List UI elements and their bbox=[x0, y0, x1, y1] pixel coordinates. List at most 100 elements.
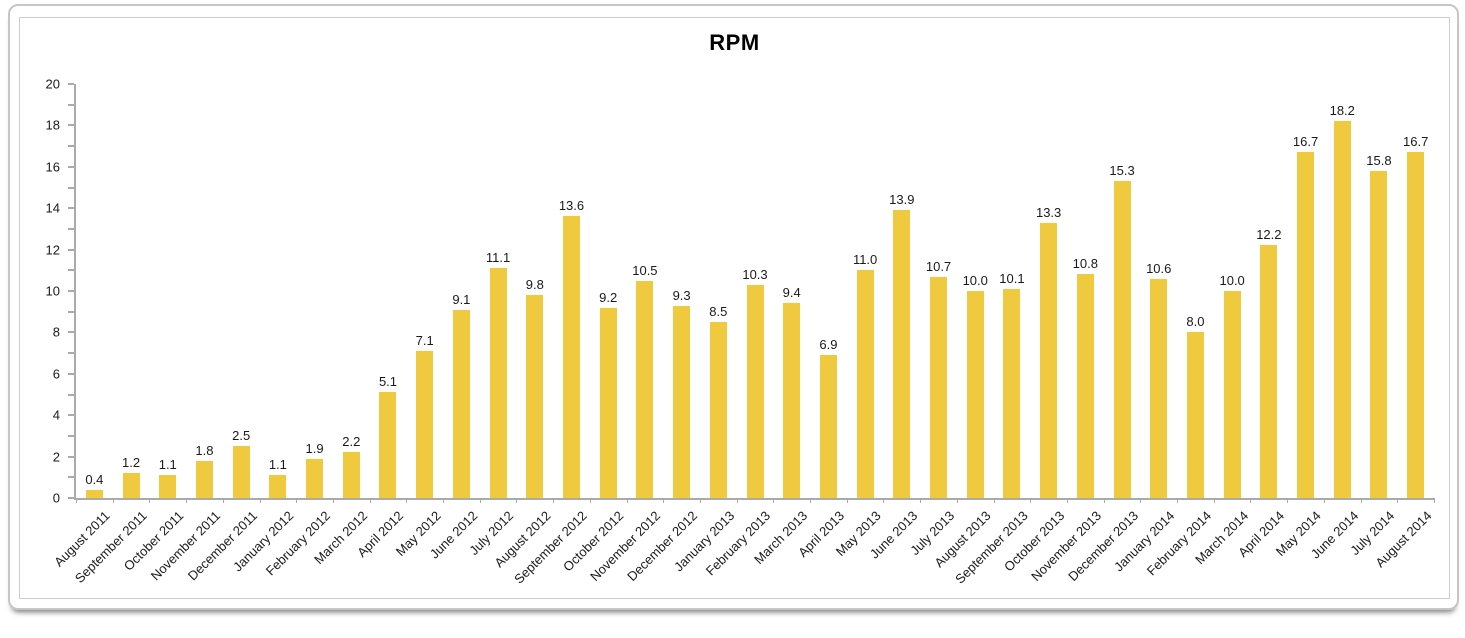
bar-slot: 10.8 November 2013 bbox=[1028, 84, 1104, 584]
bar bbox=[562, 216, 580, 498]
bar bbox=[1297, 152, 1315, 498]
bar-slot: 13.3 October 2013 bbox=[1001, 84, 1067, 575]
y-tick-label: 2 bbox=[52, 449, 60, 465]
chart-frame: RPM 0 2 4 6 8 10 12 14 16 18 20 0.4 August 2011 1.2 S… bbox=[19, 17, 1450, 599]
bar-value-label: 9.2 bbox=[599, 289, 618, 305]
bar-value-label: 8.0 bbox=[1186, 314, 1205, 330]
bar-value-label: 10.5 bbox=[632, 262, 658, 278]
y-tick bbox=[68, 227, 74, 230]
bar bbox=[379, 392, 397, 498]
bar-value-label: 1.1 bbox=[158, 457, 177, 473]
bar-slot: 9.2 October 2012 bbox=[560, 84, 626, 575]
y-tick bbox=[68, 372, 74, 375]
y-tick bbox=[68, 103, 74, 106]
bar-slot: 10.7 July 2013 bbox=[907, 84, 957, 558]
x-tick bbox=[1323, 498, 1325, 503]
bar-value-label: 13.6 bbox=[558, 198, 585, 214]
bar bbox=[1407, 152, 1425, 498]
bar bbox=[452, 309, 470, 498]
x-tick bbox=[1103, 498, 1105, 503]
chart-card: RPM 0 2 4 6 8 10 12 14 16 18 20 0.4 August 2011 1.2 S… bbox=[8, 4, 1459, 610]
bar-value-label: 15.3 bbox=[1109, 163, 1135, 179]
x-tick bbox=[1066, 498, 1068, 503]
plot-area: 0.4 August 2011 1.2 September 2011 1.1 Octobe… bbox=[51, 84, 1435, 587]
x-tick bbox=[369, 498, 371, 503]
y-tick-label: 6 bbox=[52, 366, 60, 382]
y-tick bbox=[68, 331, 74, 334]
bar bbox=[269, 475, 287, 498]
y-tick bbox=[68, 476, 74, 479]
x-tick bbox=[1360, 498, 1362, 503]
x-tick bbox=[443, 498, 445, 503]
x-tick bbox=[773, 498, 775, 503]
bar-value-label: 12.2 bbox=[1256, 227, 1282, 243]
bar-slot: 2.2 March 2012 bbox=[311, 84, 370, 567]
bar-slot: 10.5 November 2012 bbox=[587, 84, 663, 584]
bar-value-label: 18.2 bbox=[1329, 103, 1355, 119]
bar-value-label: 9.4 bbox=[782, 285, 801, 301]
bar-slot: 16.7 May 2014 bbox=[1273, 84, 1324, 559]
bar-slot: 0.4 August 2011 bbox=[51, 84, 113, 570]
y-tick bbox=[68, 145, 74, 148]
x-tick bbox=[1397, 498, 1399, 503]
bar bbox=[526, 295, 544, 498]
bar-slot: 1.8 November 2011 bbox=[148, 84, 223, 584]
x-tick bbox=[846, 498, 848, 503]
x-tick bbox=[112, 498, 114, 503]
bar-slot: 9.8 August 2012 bbox=[491, 84, 553, 570]
bar-value-label: 10.6 bbox=[1146, 260, 1172, 276]
y-tick bbox=[68, 83, 74, 85]
bar-value-label: 13.9 bbox=[889, 192, 915, 208]
bar-value-label: 8.5 bbox=[709, 304, 728, 320]
bar bbox=[416, 351, 434, 498]
bar-value-label: 9.3 bbox=[672, 287, 691, 303]
x-tick bbox=[406, 498, 408, 503]
bar bbox=[195, 460, 213, 498]
bar bbox=[599, 307, 617, 498]
bar-slot: 11.0 May 2013 bbox=[833, 84, 884, 559]
bar-value-label: 2.5 bbox=[232, 428, 251, 444]
x-tick bbox=[589, 498, 591, 503]
x-tick bbox=[1250, 498, 1252, 503]
bar bbox=[673, 305, 691, 498]
x-tick bbox=[259, 498, 261, 503]
x-tick bbox=[956, 498, 958, 503]
bar-slot: 1.9 February 2012 bbox=[263, 84, 333, 579]
x-tick bbox=[883, 498, 885, 503]
x-tick bbox=[1140, 498, 1142, 503]
bar-value-label: 1.2 bbox=[122, 455, 141, 471]
y-tick bbox=[68, 290, 74, 292]
x-tick bbox=[516, 498, 518, 503]
y-tick bbox=[68, 393, 74, 396]
bar bbox=[232, 446, 250, 498]
bar-slot: 6.9 April 2013 bbox=[795, 84, 847, 560]
bar-value-label: 16.7 bbox=[1292, 134, 1319, 150]
y-tick bbox=[68, 434, 74, 437]
bar-slot: 10.3 February 2013 bbox=[703, 84, 773, 579]
bar-value-label: 13.3 bbox=[1035, 204, 1062, 220]
bar-value-label: 10.0 bbox=[962, 273, 988, 288]
bar bbox=[746, 284, 764, 498]
x-tick bbox=[1287, 498, 1289, 503]
x-tick bbox=[222, 498, 224, 503]
y-tick-label: 10 bbox=[45, 283, 60, 299]
bar-value-label: 10.1 bbox=[999, 270, 1025, 286]
bar-value-label: 11.0 bbox=[852, 252, 878, 268]
x-tick bbox=[149, 498, 151, 503]
bar bbox=[85, 489, 103, 498]
bar-slot: 1.1 January 2012 bbox=[230, 84, 296, 574]
bar-value-label: 9.1 bbox=[452, 291, 471, 307]
bar bbox=[1003, 288, 1021, 498]
bar-value-label: 10.7 bbox=[925, 258, 952, 274]
bar bbox=[783, 303, 801, 498]
bar-slot: 13.6 September 2012 bbox=[512, 84, 591, 586]
bar bbox=[342, 452, 360, 498]
bar-slot: 16.7 August 2014 bbox=[1372, 84, 1434, 570]
bar-value-label: 1.9 bbox=[305, 440, 324, 456]
x-tick bbox=[663, 498, 665, 503]
y-tick bbox=[68, 352, 74, 355]
bar bbox=[930, 276, 948, 498]
bar-slot: 5.1 April 2012 bbox=[355, 84, 407, 560]
x-tick bbox=[332, 498, 334, 503]
bar bbox=[1333, 121, 1351, 498]
